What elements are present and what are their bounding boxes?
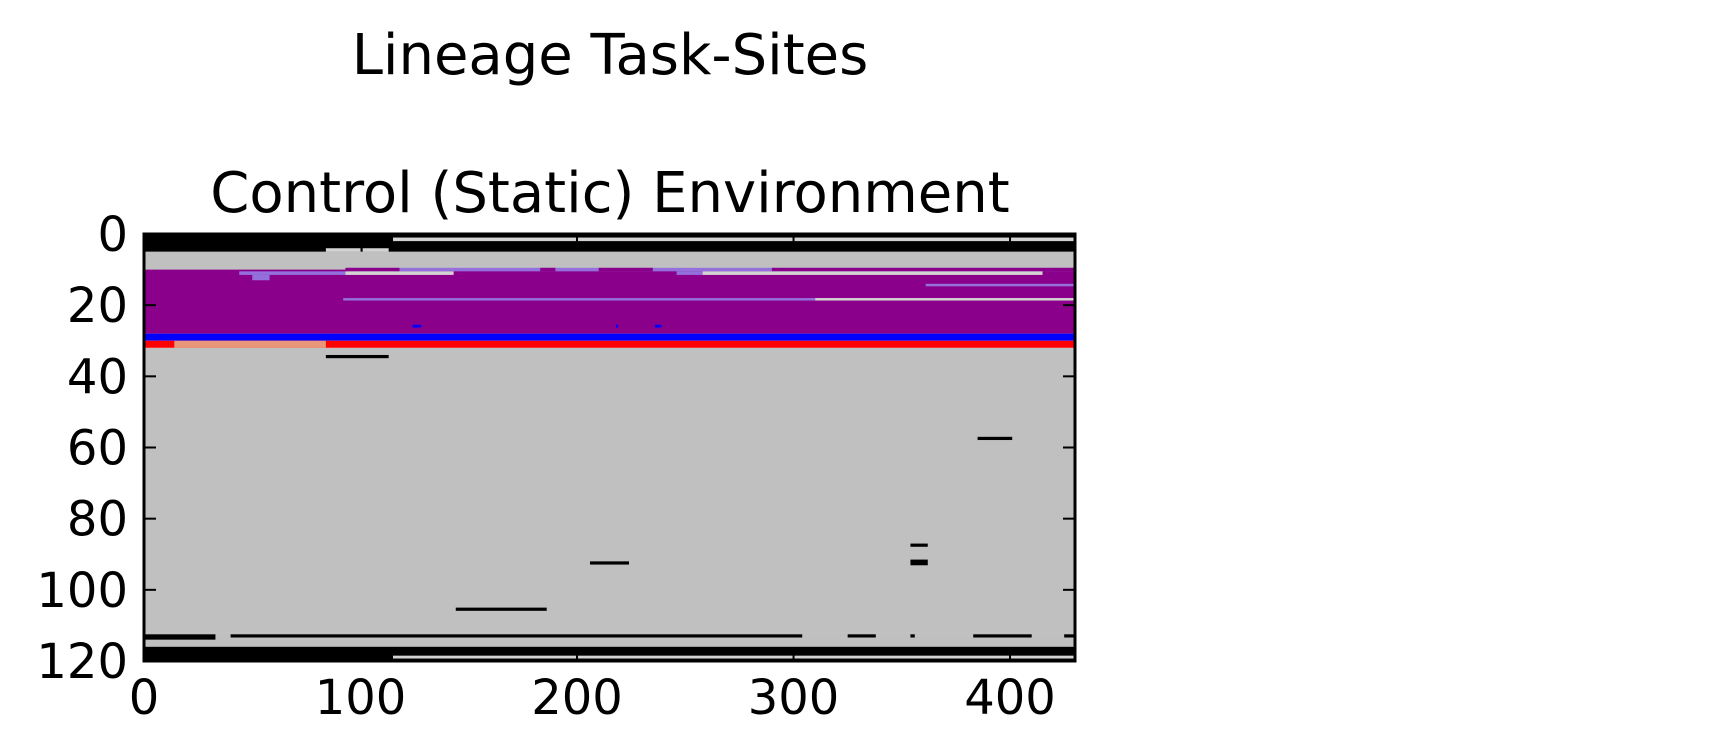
heatmap-band: [144, 234, 1075, 252]
x-tick-label: 400: [964, 670, 1056, 726]
heatmap-segment: [230, 634, 803, 638]
heatmap-band: [144, 347, 1075, 633]
heatmap-band: [144, 251, 1075, 270]
heatmap-segment: [1064, 634, 1075, 638]
x-tick-label: 100: [315, 670, 407, 726]
x-tick-label: 200: [531, 670, 623, 726]
heatmap-band: [144, 269, 1075, 334]
heatmap-band: [144, 646, 1075, 661]
x-tick-label: 0: [129, 670, 160, 726]
heatmap-band: [144, 333, 1075, 341]
heatmap-segment: [615, 324, 619, 328]
heatmap-segment: [910, 634, 915, 638]
heatmap-segment: [347, 267, 1075, 272]
y-tick-label: 120: [36, 634, 128, 690]
plot-frame: [142, 232, 1077, 663]
heatmap-segment: [325, 354, 389, 359]
heatmap-segment: [977, 436, 1013, 441]
heatmap-segment: [925, 283, 1075, 287]
heatmap-segment: [910, 543, 928, 547]
heatmap-segment: [343, 298, 816, 301]
heatmap-segment: [598, 267, 653, 272]
heatmap-segment: [815, 298, 1075, 301]
heatmap-segment: [654, 324, 662, 328]
chart-title: Lineage Task-Sites: [352, 23, 869, 88]
plot-area: [144, 234, 1075, 661]
heatmap-segment: [910, 559, 928, 566]
heatmap-segment: [973, 634, 1032, 638]
y-tick-label: 100: [36, 563, 128, 619]
heatmap-band: [144, 340, 1075, 348]
heatmap-segment: [252, 274, 270, 281]
heatmap-segment: [676, 271, 703, 275]
heatmap-segment: [239, 271, 346, 275]
heatmap-segment: [362, 248, 389, 252]
chart-subtitle: Control (Static) Environment: [210, 161, 1009, 226]
heatmap-segment: [325, 248, 361, 252]
heatmap-segment: [392, 237, 1075, 242]
y-tick-label: 20: [67, 278, 128, 334]
heatmap-segment: [847, 634, 876, 638]
heatmap-segment: [412, 324, 422, 328]
y-tick-label: 40: [67, 349, 128, 405]
heatmap-segment: [590, 561, 629, 565]
heatmap-segment: [771, 267, 1075, 272]
heatmap-band: [174, 340, 326, 348]
heatmap-segment: [392, 655, 1075, 659]
heatmap-segment: [345, 267, 400, 272]
y-tick-label: 0: [97, 207, 128, 263]
x-tick-label: 300: [748, 670, 840, 726]
heatmap-segment: [345, 271, 454, 275]
heatmap-segment: [540, 267, 556, 272]
heatmap-segment: [455, 607, 547, 611]
y-tick-label: 60: [67, 421, 128, 477]
heatmap-segment: [702, 271, 1043, 275]
heatmap-segment: [144, 634, 216, 640]
y-tick-label: 80: [67, 492, 128, 548]
